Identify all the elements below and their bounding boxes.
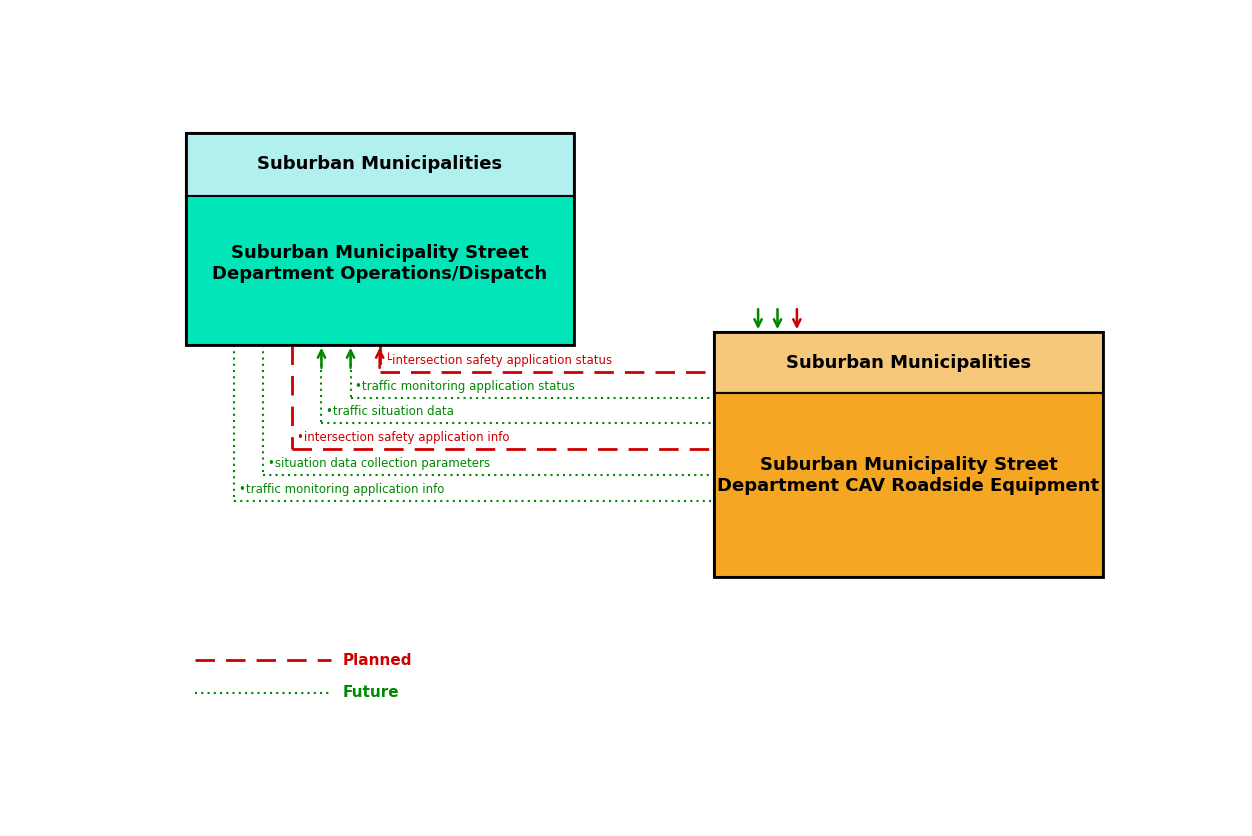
Text: •traffic monitoring application status: •traffic monitoring application status	[356, 380, 575, 393]
Bar	[185, 133, 573, 196]
Bar	[715, 393, 1103, 577]
Text: Suburban Municipalities: Suburban Municipalities	[786, 354, 1032, 372]
Text: Planned: Planned	[343, 653, 412, 668]
Text: Suburban Municipality Street
Department CAV Roadside Equipment: Suburban Municipality Street Department …	[717, 456, 1099, 495]
Text: Suburban Municipality Street
Department Operations/Dispatch: Suburban Municipality Street Department …	[212, 244, 547, 283]
Text: Future: Future	[343, 685, 399, 700]
Text: •traffic monitoring application info: •traffic monitoring application info	[239, 482, 444, 496]
Text: •intersection safety application info: •intersection safety application info	[297, 431, 510, 444]
Bar	[715, 332, 1103, 577]
Bar	[185, 196, 573, 345]
Text: •situation data collection parameters: •situation data collection parameters	[268, 456, 491, 470]
Bar	[185, 133, 573, 345]
Text: •traffic situation data: •traffic situation data	[327, 405, 454, 418]
Bar	[715, 332, 1103, 393]
Text: Suburban Municipalities: Suburban Municipalities	[257, 155, 502, 173]
Text: └intersection safety application status: └intersection safety application status	[384, 352, 612, 367]
